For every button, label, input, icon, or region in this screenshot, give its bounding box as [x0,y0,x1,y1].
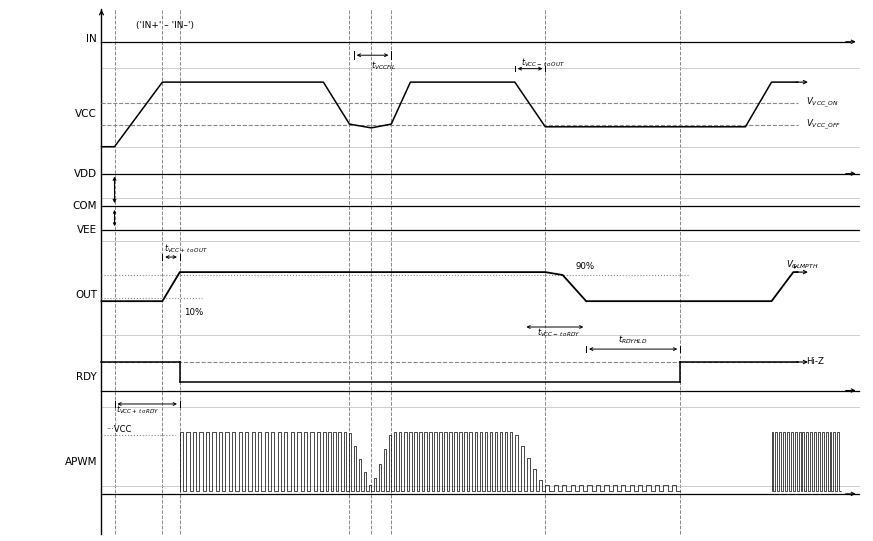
Text: OUT: OUT [75,290,97,300]
Text: $V_{VCC\_ON}$: $V_{VCC\_ON}$ [807,95,839,110]
Text: $t_{VCC-\:to\:RDY}$: $t_{VCC-\:to\:RDY}$ [538,326,581,339]
Text: 90%: 90% [575,262,595,270]
Text: IN: IN [86,34,97,44]
Text: $t_{VCC+\:to\:OUT}$: $t_{VCC+\:to\:OUT}$ [164,243,208,255]
Text: $V_{VCC\_OFF}$: $V_{VCC\_OFF}$ [807,118,842,133]
Text: APWM: APWM [65,457,97,466]
Text: VEE: VEE [77,225,97,235]
Text: 10%: 10% [184,308,203,317]
Text: $V_{CLMPTH}$: $V_{CLMPTH}$ [786,259,818,271]
Text: COM: COM [72,201,97,211]
Text: $t_{VCC+\:to\:RDY}$: $t_{VCC+\:to\:RDY}$ [116,403,160,415]
Text: ···VCC: ···VCC [106,425,131,433]
Text: $t_{RDYHLD}$: $t_{RDYHLD}$ [618,334,648,346]
Text: VCC: VCC [75,109,97,120]
Text: Hi-Z: Hi-Z [807,358,824,366]
Text: VDD: VDD [74,169,97,179]
Text: $t_{VCC-\:to\:OUT}$: $t_{VCC-\:to\:OUT}$ [521,57,565,69]
Text: $t_{VCCFIL}$: $t_{VCCFIL}$ [371,60,396,72]
Text: RDY: RDY [76,372,97,382]
Text: ('IN+' – 'IN–'): ('IN+' – 'IN–') [136,21,195,30]
